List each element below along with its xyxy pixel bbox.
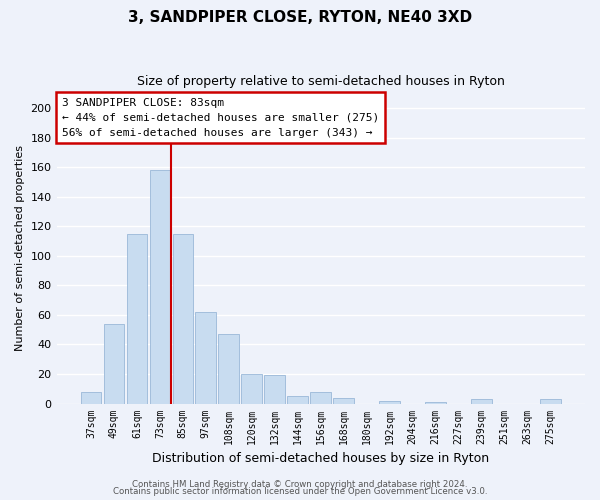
Bar [472,399,492,404]
Bar [310,392,331,404]
Bar [379,400,400,404]
Text: Contains public sector information licensed under the Open Government Licence v3: Contains public sector information licen… [113,487,487,496]
Text: Contains HM Land Registry data © Crown copyright and database right 2024.: Contains HM Land Registry data © Crown c… [132,480,468,489]
Bar [149,170,170,404]
Text: 3 SANDPIPER CLOSE: 83sqm
← 44% of semi-detached houses are smaller (275)
56% of : 3 SANDPIPER CLOSE: 83sqm ← 44% of semi-d… [62,98,379,138]
Title: Size of property relative to semi-detached houses in Ryton: Size of property relative to semi-detach… [137,75,505,88]
Bar [80,392,101,404]
Bar [218,334,239,404]
Bar [265,376,285,404]
Bar [334,398,354,404]
Bar [425,402,446,404]
Bar [287,396,308,404]
Bar [127,234,147,404]
Bar [173,234,193,404]
Text: 3, SANDPIPER CLOSE, RYTON, NE40 3XD: 3, SANDPIPER CLOSE, RYTON, NE40 3XD [128,10,472,25]
Bar [104,324,124,404]
X-axis label: Distribution of semi-detached houses by size in Ryton: Distribution of semi-detached houses by … [152,452,490,465]
Bar [196,312,216,404]
Bar [540,399,561,404]
Y-axis label: Number of semi-detached properties: Number of semi-detached properties [15,146,25,352]
Bar [241,374,262,404]
